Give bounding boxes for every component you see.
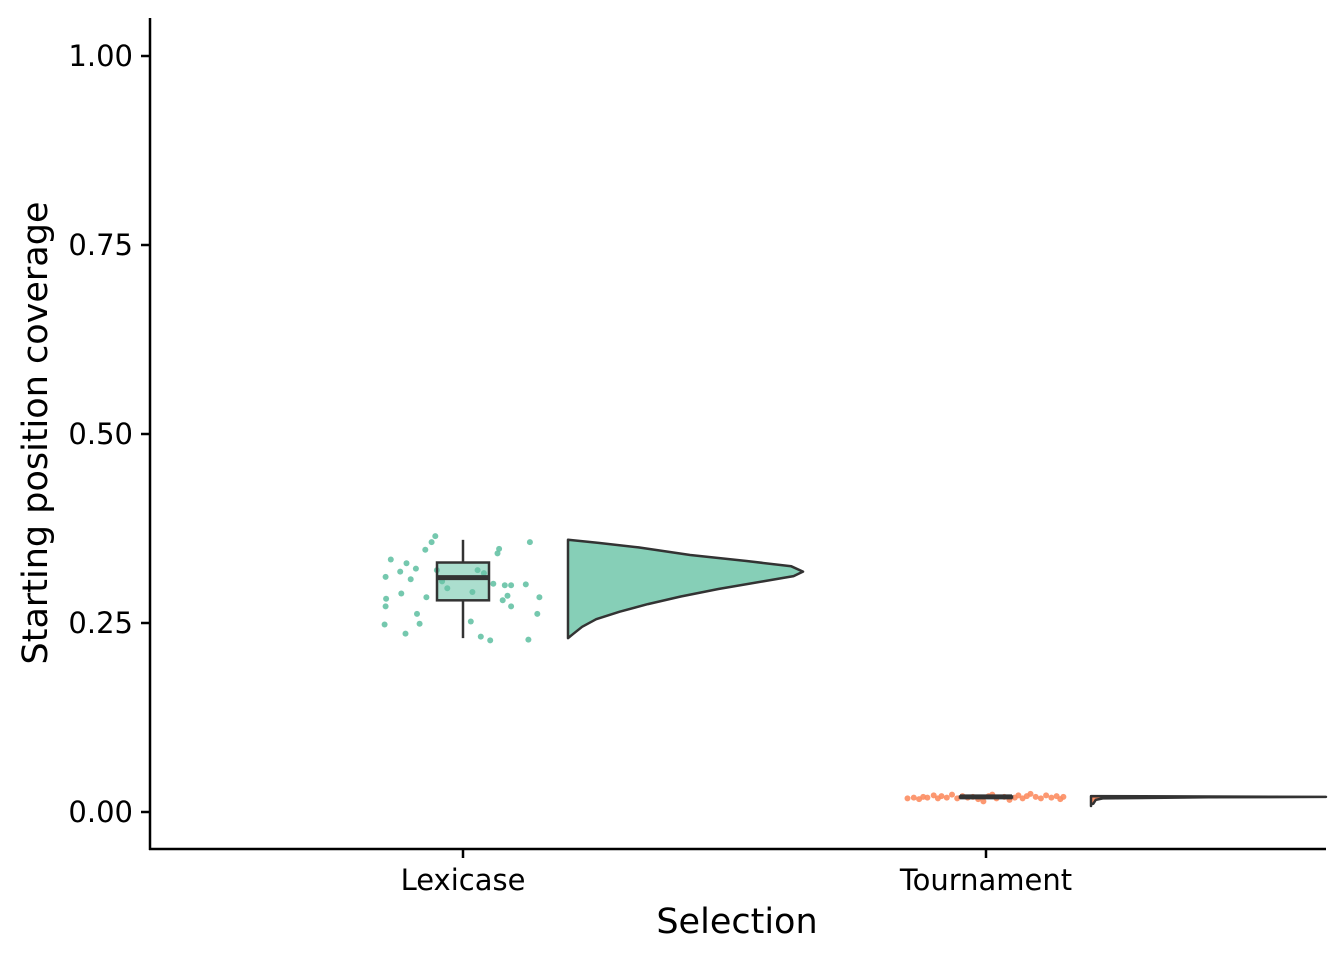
violin-tournament	[1089, 794, 1328, 808]
data-point	[467, 618, 474, 625]
data-point	[414, 610, 420, 617]
y-tick-label: 1.00	[68, 39, 133, 73]
data-point	[504, 592, 511, 599]
y-tick-label: 0.00	[68, 795, 133, 829]
data-point	[508, 582, 515, 589]
data-point	[383, 595, 390, 602]
data-point	[496, 545, 503, 552]
data-point	[522, 581, 529, 588]
data-point	[428, 539, 435, 546]
data-point	[382, 573, 389, 580]
violin-lexicase	[566, 538, 805, 640]
data-point	[904, 795, 911, 802]
data-point	[412, 565, 419, 572]
data-point	[910, 794, 917, 801]
data-point	[1015, 792, 1022, 799]
data-point	[487, 637, 494, 644]
data-point	[398, 590, 405, 597]
data-point	[422, 546, 429, 553]
data-point	[980, 798, 987, 805]
data-point	[930, 792, 937, 799]
data-point	[1060, 793, 1067, 800]
y-axis-title: Starting position coverage	[16, 202, 56, 665]
data-point	[938, 793, 945, 800]
data-point	[508, 603, 515, 610]
data-point	[536, 594, 543, 601]
data-point	[1043, 792, 1050, 799]
group-lexicase	[381, 533, 805, 644]
data-point	[954, 795, 961, 802]
data-point	[1032, 793, 1039, 800]
x-tick-label: Tournament	[899, 863, 1072, 897]
x-axis: Lexicase Tournament	[149, 847, 1326, 897]
y-tick-label: 0.25	[68, 606, 133, 640]
data-point	[924, 794, 931, 801]
data-point	[499, 597, 506, 604]
data-point	[525, 636, 532, 643]
y-axis: 0.00 0.25 0.50 0.75 1.00	[68, 18, 152, 850]
data-point	[1048, 794, 1055, 801]
data-point	[387, 556, 394, 563]
plot-area	[381, 533, 1328, 808]
data-point	[943, 794, 950, 801]
x-tick-label: Lexicase	[401, 863, 526, 897]
data-point	[526, 539, 533, 546]
data-point	[949, 791, 955, 798]
data-point	[382, 603, 389, 610]
data-point	[403, 560, 410, 567]
data-point	[494, 550, 501, 557]
y-tick-label: 0.50	[68, 417, 133, 451]
data-point	[490, 580, 497, 587]
y-tick-label: 0.75	[68, 228, 133, 262]
data-point	[402, 630, 409, 637]
data-point	[477, 633, 484, 640]
data-point	[432, 533, 439, 540]
data-point	[397, 568, 404, 575]
box-lexicase	[435, 561, 491, 602]
x-axis-title: Selection	[656, 902, 817, 942]
data-point	[381, 621, 388, 628]
data-point	[534, 610, 541, 617]
data-point	[1037, 795, 1044, 802]
data-point	[501, 582, 508, 589]
data-point	[407, 576, 414, 583]
data-point	[423, 594, 430, 601]
data-point	[1027, 790, 1034, 797]
data-point	[416, 620, 423, 627]
group-tournament	[904, 790, 1328, 808]
